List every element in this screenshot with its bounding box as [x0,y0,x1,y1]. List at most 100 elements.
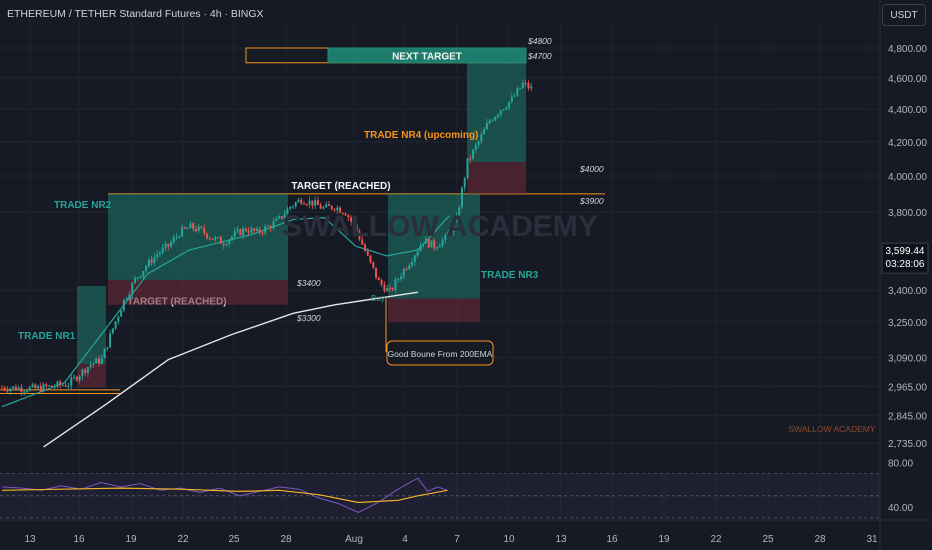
time-tick-label: 4 [402,534,408,545]
candle-body [305,204,308,206]
candle-body [48,385,51,387]
candle-body [411,262,414,266]
candle-body [361,239,364,245]
candle-body [477,141,480,146]
candles [1,79,533,397]
candle-body [39,385,42,392]
candle-body [50,385,53,387]
trade-nr1-label: TRADE NR1 [18,331,76,342]
candle-body [250,228,253,233]
trade-nr4-label: TRADE NR4 (upcoming) [364,130,478,141]
candle-body [375,267,378,278]
time-tick-label: 28 [814,534,826,545]
time-tick-label: 19 [125,534,137,545]
time-tick-label: Aug [345,534,363,545]
candle-body [247,230,250,233]
time-tick-label: 31 [866,534,878,545]
candle-body [488,120,491,124]
candle-body [516,88,519,96]
candle-body [145,266,148,271]
candle-body [322,207,325,209]
price-tick-label: 3,090.00 [888,353,927,364]
candle-body [264,226,267,234]
candle-body [142,270,145,277]
candle-body [170,242,173,247]
time-tick-label: 25 [228,534,240,545]
candle-body [427,238,430,248]
candle-body [449,232,452,234]
candle-body [236,229,239,232]
candle-body [31,384,34,388]
candle-body [114,321,117,329]
candle-body [28,387,31,391]
candle-body [330,205,333,210]
candle-body [153,256,156,264]
candle-body [97,358,100,364]
candle-body [136,277,139,279]
rsi-tick-label: 40.00 [888,503,913,514]
candle-body [366,251,369,256]
candle-body [386,287,389,292]
candle-body [341,212,344,214]
candle-body [206,233,209,239]
moving-averages [1,215,450,448]
candle-body [300,199,303,204]
candle-body [214,237,217,240]
candle-body [244,228,247,231]
rsi-panel: 80.00 40.00 [0,459,913,519]
time-tick-label: 10 [503,534,515,545]
bounce-note-text: Good Boune From 200EMA [388,349,493,359]
candle-body [280,216,283,219]
candle-body [499,110,502,115]
candle-body [228,239,231,245]
level-price-tag: $3300 [296,313,321,323]
candle-body [494,116,497,121]
candle-body [474,145,477,150]
candle-body [253,228,256,232]
candle-body [258,228,261,233]
trade-box-1-profit [77,286,106,365]
candle-body [419,245,422,252]
candle-body [294,202,297,207]
watermark-text: SWALLOW ACADEMY [282,210,598,243]
candle-body [430,240,433,248]
candle-body [460,187,463,208]
level-price-tag: $3400 [296,278,321,288]
candle-body [117,316,120,322]
candle-body [441,239,444,246]
candle-body [172,237,175,243]
candle-body [291,206,294,208]
candle-body [483,129,486,135]
candle-body [156,254,159,257]
candle-body [458,207,461,216]
candle-body [344,213,347,216]
rsi-tick-label: 80.00 [888,459,913,470]
candle-body [95,358,98,364]
candle-body [325,204,328,208]
target-zone-2-label: TARGET (REACHED) [291,181,390,192]
candle-body [355,224,358,232]
candle-body [394,279,397,290]
candle-body [272,221,275,229]
ema-200-line [43,291,419,448]
candle-body [363,244,366,252]
level-price-tag: $3900 [579,196,604,206]
candle-body [192,223,195,229]
trade-box-1-stop [77,364,106,388]
time-tick-label: 22 [710,534,722,545]
candle-body [297,199,300,203]
candle-body [225,244,228,246]
price-tick-label: 2,965.00 [888,382,927,393]
candle-body [150,259,153,264]
time-tick-label: 7 [454,534,460,545]
currency-button[interactable]: USDT [882,4,926,26]
candle-body [369,255,372,262]
candle-body [103,348,106,359]
candle-body [9,388,12,392]
candle-body [436,247,439,249]
rsi-ma-line [1,487,448,504]
candle-body [286,208,289,215]
candle-body [106,347,109,349]
candle-body [89,364,92,368]
